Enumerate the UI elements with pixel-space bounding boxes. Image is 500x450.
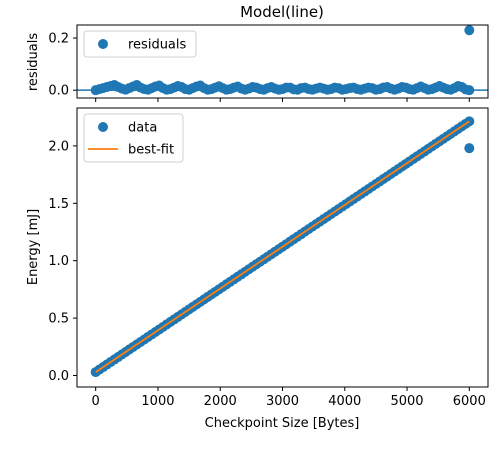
main-xtick-label: 0 (92, 394, 100, 409)
residuals-ylabel: residuals (26, 33, 41, 92)
main-xtick-label: 5000 (390, 394, 423, 409)
main-x-ticks: 0 1000 2000 3000 4000 5000 6000 (92, 387, 486, 409)
main-ylabel: Energy [mJ] (26, 209, 41, 285)
residuals-x-ticks (95, 98, 470, 102)
residuals-ytick-label: 0.2 (48, 32, 69, 47)
main-ytick-label: 1.5 (48, 197, 69, 212)
residuals-frame (76, 24, 489, 99)
main-xtick-label: 1000 (141, 394, 174, 409)
main-legend-box (83, 113, 184, 163)
data-legend-marker (98, 122, 108, 132)
data-legend-label: data (128, 121, 157, 136)
main-xtick-label: 4000 (328, 394, 361, 409)
residuals-legend: residuals (83, 30, 197, 58)
chart-title: Model(line) (240, 3, 324, 21)
main-frame (76, 107, 489, 388)
residuals-points (90, 25, 475, 96)
main-ytick-label: 0.5 (48, 312, 69, 327)
main-ytick-label: 2.0 (48, 139, 69, 154)
main-legend: data best-fit (83, 113, 184, 163)
residual-point (464, 85, 475, 96)
residual-point (464, 25, 475, 36)
best-fit-line (95, 120, 470, 373)
residuals-legend-box (83, 30, 197, 58)
residuals-legend-label: residuals (128, 38, 187, 53)
main-y-ticks: 0.0 0.5 1.0 1.5 2.0 (48, 139, 77, 384)
best-fit-legend-label: best-fit (128, 143, 174, 158)
main-ytick-label: 0.0 (48, 369, 69, 384)
main-ytick-label: 1.0 (48, 254, 69, 269)
main-xlabel: Checkpoint Size [Bytes] (205, 416, 360, 431)
main-panel: 0.0 0.5 1.0 1.5 2.0 0 1000 2000 3000 4000 5000 600… (26, 107, 489, 431)
main-xtick-label: 6000 (453, 394, 486, 409)
residuals-panel: 0.0 0.2 residuals residuals (26, 24, 489, 102)
residuals-ytick-label: 0.0 (48, 84, 69, 99)
residuals-legend-marker (98, 39, 108, 49)
main-xtick-label: 2000 (204, 394, 237, 409)
residuals-y-ticks: 0.0 0.2 (48, 32, 77, 99)
data-point (464, 143, 475, 154)
main-xtick-label: 3000 (266, 394, 299, 409)
